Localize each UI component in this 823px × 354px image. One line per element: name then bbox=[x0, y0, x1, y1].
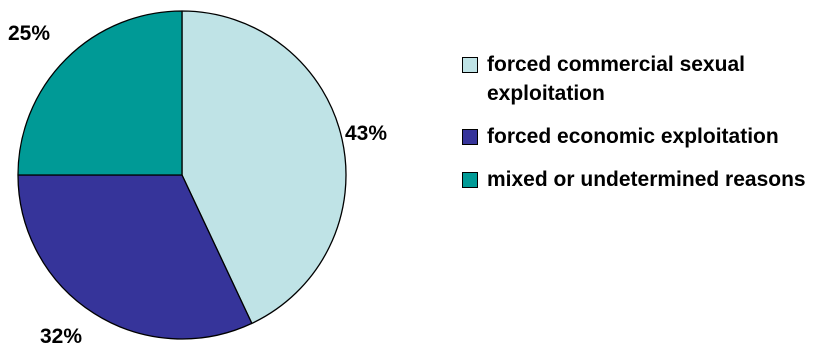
legend-item-economic: forced economic exploitation bbox=[462, 122, 822, 151]
legend-swatch bbox=[462, 129, 478, 145]
slice-economic bbox=[17, 174, 253, 340]
slice-label-1: 32% bbox=[40, 325, 83, 348]
slice-commercial-sexual bbox=[181, 10, 347, 325]
legend-label: forced commercial sexual exploitation bbox=[487, 53, 745, 105]
legend-label: forced economic exploitation bbox=[487, 125, 779, 148]
legend-swatch bbox=[462, 57, 478, 73]
legend-item-mixed: mixed or undetermined reasons bbox=[462, 165, 822, 194]
legend-item-commercial-sexual: forced commercial sexual exploitation bbox=[462, 50, 822, 108]
slice-mixed bbox=[17, 10, 183, 176]
legend: forced commercial sexual exploitation fo… bbox=[462, 50, 822, 208]
legend-swatch bbox=[462, 172, 478, 188]
slice-label-2: 25% bbox=[8, 22, 51, 45]
slice-label-0: 43% bbox=[345, 122, 388, 145]
legend-label: mixed or undetermined reasons bbox=[487, 168, 806, 191]
